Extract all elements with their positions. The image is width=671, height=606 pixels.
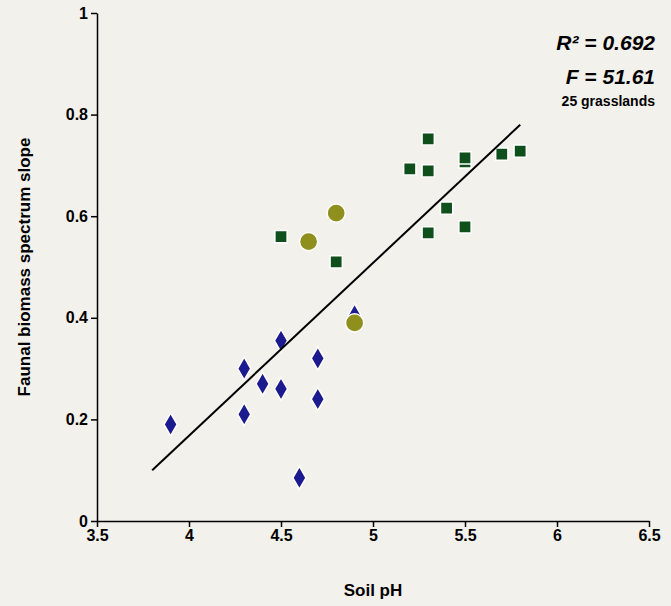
axis-line [97, 14, 99, 522]
tick: 3.5 [86, 521, 108, 544]
point [293, 466, 306, 489]
tick: 0.8 [66, 106, 97, 123]
tick: 5.5 [454, 521, 476, 544]
tick-label: 4.5 [270, 527, 292, 544]
tick: 4.5 [270, 521, 292, 544]
tick-label: 4 [185, 527, 194, 544]
tick-label: 0.4 [66, 309, 88, 326]
annotation: R² = 0.692 [556, 31, 655, 54]
tick-label: 6 [553, 527, 562, 544]
tick-mark [91, 318, 97, 320]
tick: 0 [79, 513, 97, 530]
tick: 5 [369, 521, 378, 544]
x-axis-title: Soil pH [344, 581, 403, 600]
point [346, 314, 364, 332]
tick: 0.4 [66, 309, 97, 326]
tick-mark [91, 13, 97, 15]
tick-label: 5 [369, 527, 378, 544]
tick-label: 0.2 [66, 411, 88, 428]
tick-mark [557, 521, 559, 527]
tick-label: 5.5 [454, 527, 476, 544]
tick-label: 0.8 [66, 106, 88, 123]
tick-mark [91, 114, 97, 116]
tick-label: 6.5 [638, 527, 660, 544]
point [238, 357, 251, 380]
tick: 4 [185, 521, 194, 544]
fit-line [152, 125, 520, 470]
tick-mark [91, 216, 97, 218]
point [311, 388, 324, 411]
point [422, 165, 434, 177]
point [256, 372, 269, 395]
tick-mark [91, 521, 97, 523]
tick-mark [649, 521, 651, 527]
tick-mark [91, 419, 97, 421]
point [238, 403, 251, 426]
point [330, 256, 342, 268]
tick: 6 [553, 521, 562, 544]
point [274, 378, 287, 401]
point [327, 204, 345, 222]
annotation: 25 grasslands [562, 93, 656, 109]
y-axis-title: Faunal biomass spectrum slope [15, 138, 34, 397]
point [422, 133, 434, 145]
tick-mark [281, 521, 283, 527]
tick: 0.2 [66, 411, 97, 428]
chart: 3.5 4 4.5 5 5.5 6 6.5 0 0.2 0.4 0.6 0.8 1 Soil pH Faun… [0, 0, 671, 606]
point [459, 221, 471, 233]
tick-mark [189, 521, 191, 527]
tick: 6.5 [638, 521, 660, 544]
point [459, 152, 471, 164]
annotation: F = 51.61 [566, 65, 655, 88]
tick: 1 [79, 5, 97, 22]
tick-label: 0 [79, 513, 88, 530]
point [440, 202, 452, 214]
point [275, 230, 287, 242]
plot-area [152, 125, 526, 489]
y-axis: 0 0.2 0.4 0.6 0.8 1 [66, 5, 98, 530]
tick: 0.6 [66, 208, 97, 225]
tick-mark [465, 521, 467, 527]
point [164, 413, 177, 436]
tick-mark [373, 521, 375, 527]
point [300, 233, 318, 251]
tick-label: 1 [79, 5, 88, 22]
point [311, 347, 324, 370]
tick-label: 3.5 [86, 527, 108, 544]
point [404, 163, 416, 175]
tick-label: 0.6 [66, 208, 88, 225]
point [496, 148, 508, 160]
point [422, 227, 434, 239]
point [514, 145, 526, 157]
x-axis: 3.5 4 4.5 5 5.5 6 6.5 [86, 521, 660, 544]
